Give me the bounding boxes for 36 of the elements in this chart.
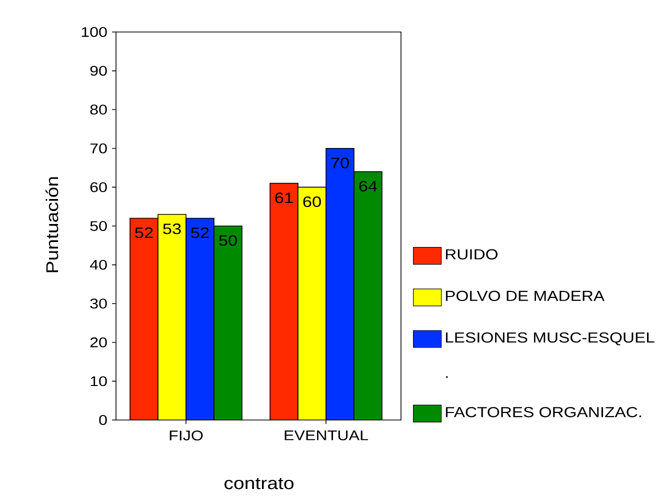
bar [298, 186, 326, 420]
data-label: 60 [303, 196, 321, 208]
bar [354, 171, 382, 420]
bar [214, 226, 242, 420]
legend-label: POLVO DE MADERA [446, 290, 605, 302]
bar [158, 214, 186, 420]
data-label: 64 [359, 180, 378, 192]
y-tick-label: 40 [90, 260, 107, 270]
y-tick-label: 10 [90, 376, 107, 386]
data-label: 52 [191, 227, 209, 238]
x-tick-label: EVENTUAL [284, 430, 368, 440]
y-tick-label: 90 [90, 66, 107, 76]
y-axis-title: Puntuación [46, 177, 58, 272]
y-tick-label: 0 [99, 415, 107, 425]
y-tick-label: 50 [90, 221, 107, 231]
bar [186, 218, 214, 420]
y-tick-label: 80 [90, 104, 107, 115]
data-label: 52 [135, 227, 153, 238]
text: . [446, 376, 448, 378]
y-tick-label: 30 [90, 298, 107, 309]
data-label: 61 [275, 192, 293, 204]
data-label: 53 [163, 224, 181, 234]
y-tick-label: 100 [82, 27, 107, 37]
data-label: 70 [331, 158, 349, 168]
bar [130, 218, 158, 420]
legend-label: LESIONES MUSC-ESQUEL [446, 332, 654, 346]
bar [270, 182, 298, 420]
data-label: 50 [219, 235, 237, 246]
x-axis-title: contrato [224, 478, 294, 490]
y-tick-label: 70 [90, 143, 107, 154]
legend-label: FACTORES ORGANIZAC. [446, 406, 642, 418]
bar [326, 148, 354, 420]
y-tick-label: 20 [90, 337, 107, 348]
y-tick-label: 60 [90, 182, 107, 192]
legend-label: RUIDO [446, 249, 498, 260]
x-tick-label: FIJO [170, 430, 203, 440]
